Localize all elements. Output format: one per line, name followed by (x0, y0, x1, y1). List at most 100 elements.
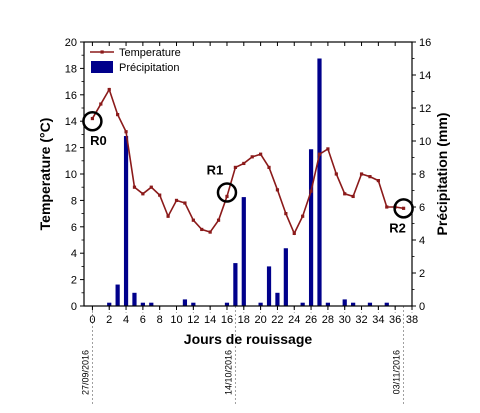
x-tick-label: 28 (322, 314, 334, 326)
precipitation-bar (115, 284, 120, 306)
x-tick-label: 10 (170, 314, 182, 326)
y-left-tick-label: 18 (65, 63, 77, 75)
temperature-point (385, 205, 389, 209)
precipitation-bar (132, 292, 137, 306)
x-tick-label: 26 (305, 314, 317, 326)
date-label: 27/09/2016 (80, 350, 90, 395)
temperature-point (107, 87, 111, 92)
precipitation-bar (233, 263, 238, 306)
temperature-point (292, 231, 296, 235)
x-tick-label: 34 (372, 314, 384, 326)
temperature-point (309, 189, 313, 193)
y-left-tick-label: 12 (65, 143, 77, 155)
x-tick-label: 12 (187, 314, 199, 326)
temperature-point (141, 192, 145, 196)
x-tick-label: 38 (406, 314, 418, 326)
y-left-tick-label: 6 (71, 222, 77, 234)
precipitation-bar (275, 292, 280, 306)
precipitation-bar (351, 302, 356, 306)
temperature-point (351, 194, 355, 199)
temperature-point (267, 165, 271, 169)
sample-marker-circle (82, 110, 103, 132)
temperature-point (99, 102, 103, 106)
x-tick-label: 36 (389, 314, 401, 326)
y-right-axis-title: Précipitation (mm) (434, 113, 450, 236)
precipitation-bar (266, 266, 272, 306)
precipitation-bar (182, 299, 188, 306)
y-left-tick-label: 16 (65, 90, 77, 102)
x-tick-label: 24 (288, 314, 300, 326)
temperature-point (334, 172, 338, 176)
temperature-point (250, 155, 254, 159)
sample-marker-label: R2 (389, 220, 406, 235)
y-left-axis-title: Temperature (°C) (37, 118, 53, 231)
temperature-point (326, 147, 330, 151)
precipitation-bar (241, 197, 246, 306)
temperature-point (149, 185, 153, 189)
y-left-tick-label: 2 (71, 275, 77, 287)
x-tick-label: 20 (254, 314, 266, 326)
temperature-point (116, 113, 120, 117)
sample-marker-label: R0 (90, 133, 107, 148)
x-tick-label: 2 (106, 314, 112, 326)
legend-swatch-bar (91, 61, 113, 73)
precipitation-bar (191, 302, 196, 306)
temperature-point (225, 194, 229, 199)
precipitation-bars (107, 58, 389, 306)
temperature-point (132, 185, 137, 189)
y-left-tick-label: 0 (71, 301, 77, 313)
temperature-point (259, 152, 263, 156)
y-right-tick-label: 10 (419, 136, 431, 148)
y-right-tick-label: 2 (419, 268, 425, 280)
x-tick-label: 8 (157, 314, 163, 326)
temperature-point (275, 188, 280, 192)
y-right-tick-label: 6 (419, 202, 425, 214)
temperature-line (90, 87, 406, 236)
x-tick-label: 16 (221, 314, 233, 326)
temperature-point (216, 218, 221, 222)
x-tick-label: 4 (123, 314, 129, 326)
sample-marker-circle (393, 198, 414, 219)
y-left-tick-label: 20 (65, 37, 77, 49)
precipitation-bar (283, 248, 288, 306)
precipitation-bar (258, 302, 263, 306)
temperature-point (233, 165, 237, 169)
precipitation-bar (308, 149, 314, 306)
precipitation-bar (149, 302, 154, 306)
date-label: 14/10/2016 (223, 350, 233, 395)
temperature-point (317, 152, 322, 156)
temperature-point (208, 230, 212, 234)
precipitation-bar (224, 302, 230, 306)
x-tick-label: 6 (140, 314, 146, 326)
y-right-tick-label: 12 (419, 103, 431, 115)
temperature-point (401, 206, 406, 210)
x-tick-label: 32 (355, 314, 367, 326)
temperature-point (301, 214, 305, 218)
temperature-point (242, 161, 246, 166)
temperature-point (158, 193, 162, 197)
temperature-point (191, 218, 195, 222)
x-tick-label: 18 (238, 314, 250, 326)
legend-label: Précipitation (119, 62, 180, 74)
temperature-series-line (91, 87, 404, 236)
precipitation-bar (107, 302, 112, 306)
y-right-tick-label: 0 (419, 301, 425, 313)
chart-legend: Temperature Précipitation (90, 47, 181, 74)
temperature-point (284, 212, 288, 216)
x-tick-label: 30 (339, 314, 351, 326)
temperature-point (368, 175, 372, 179)
precipitation-bar (367, 302, 373, 306)
sample-marker-label: R1 (207, 162, 224, 177)
temperature-point (174, 198, 179, 202)
y-right-tick-label: 4 (419, 235, 425, 247)
y-left-tick-label: 8 (71, 195, 77, 207)
x-axis-title: Jours de rouissage (184, 331, 313, 347)
date-label: 03/11/2016 (392, 350, 402, 394)
x-tick-label: 22 (271, 314, 283, 326)
temperature-point (90, 116, 95, 121)
chart-axes: 0 2 4 6 8 10 12 14 16 18 20 22 24 26 28 30 32 34 36 3802468… (37, 37, 450, 347)
y-right-tick-label: 14 (419, 70, 431, 82)
y-left-tick-label: 4 (71, 248, 77, 260)
legend-label: Temperature (119, 47, 181, 59)
